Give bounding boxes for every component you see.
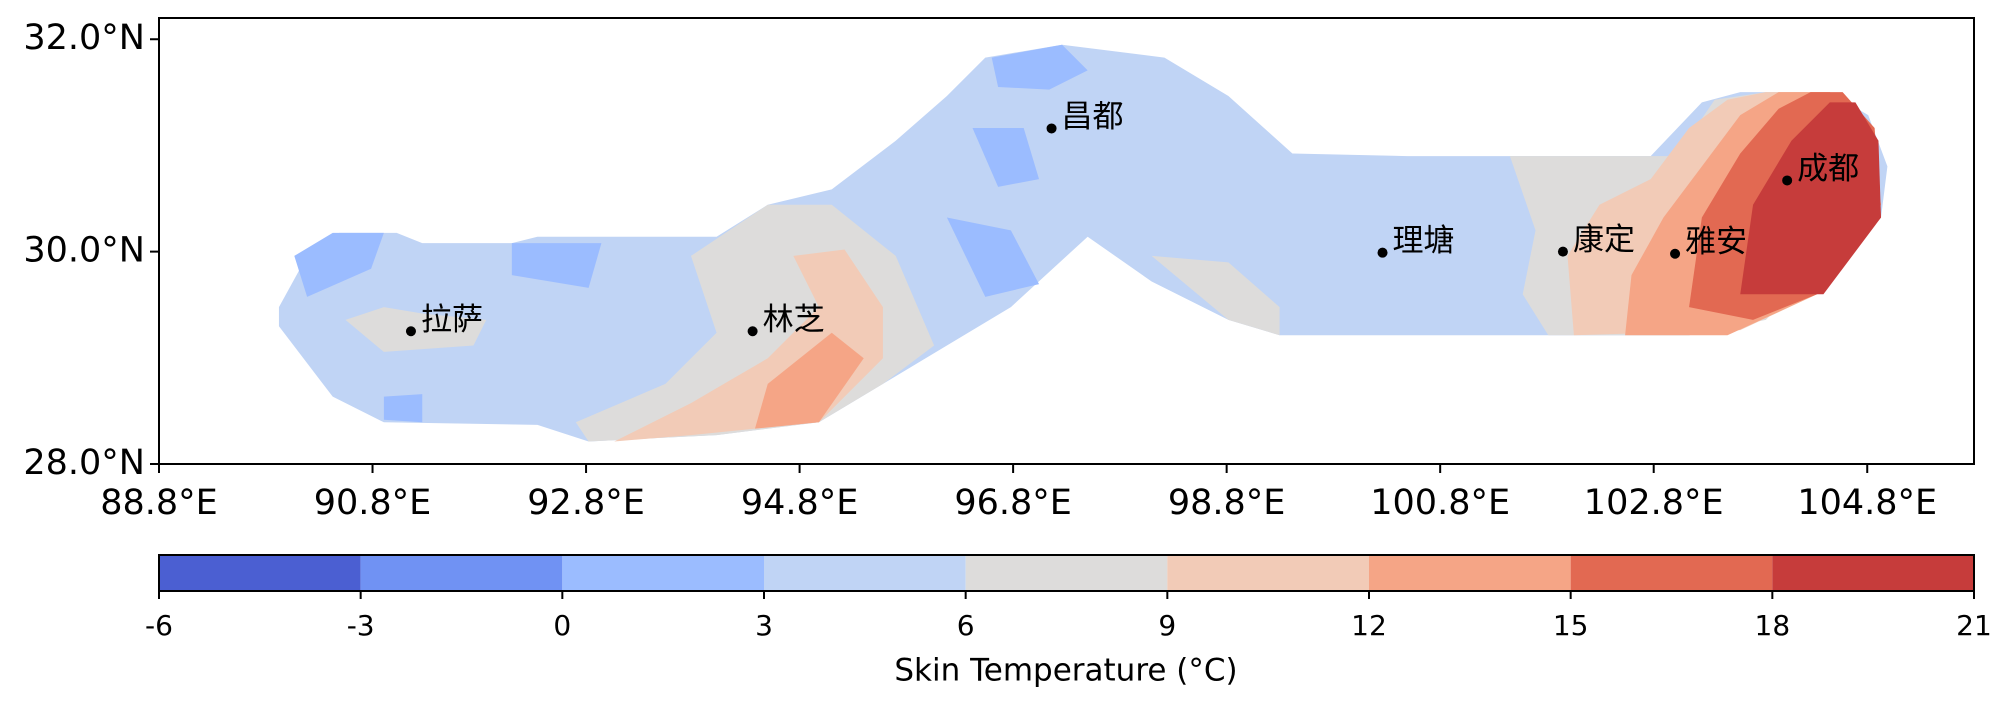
field-region — [278, 44, 1888, 442]
field-region — [511, 243, 602, 288]
field-region — [1151, 255, 1280, 336]
city-marker — [1782, 175, 1793, 186]
x-tick-label: 94.8°E — [741, 483, 859, 523]
colorbar-segment — [562, 555, 764, 591]
field-region — [345, 307, 487, 352]
city-label: 昌都 — [1062, 99, 1124, 135]
field-region — [991, 44, 1088, 90]
colorbar-tick-label: -3 — [347, 609, 375, 642]
field-region — [383, 394, 423, 423]
field-region — [946, 217, 1040, 297]
x-tick-label: 104.8°E — [1797, 483, 1937, 523]
x-tick-label: 98.8°E — [1168, 483, 1286, 523]
colorbar-tick-label: 6 — [957, 609, 975, 642]
colorbar-segment — [965, 555, 1168, 591]
city-label: 雅安 — [1685, 224, 1747, 260]
city-marker — [1557, 246, 1568, 257]
x-tick-label: 92.8°E — [527, 483, 645, 523]
colorbar-tick-label: 18 — [1755, 609, 1791, 642]
colorbar-segment — [1772, 555, 1974, 591]
field-region — [972, 127, 1040, 187]
city-label: 林芝 — [763, 302, 825, 338]
city-marker — [1377, 247, 1388, 258]
colorbar-tick-label: 0 — [553, 609, 571, 642]
colorbar-tick-label: 15 — [1553, 609, 1589, 642]
city-marker — [405, 326, 416, 337]
temperature-field — [278, 44, 1888, 442]
x-tick-label: 90.8°E — [314, 483, 432, 523]
y-tick-label: 28.0°N — [23, 443, 145, 483]
plot-frame — [158, 17, 1975, 465]
y-tick-label: 30.0°N — [23, 231, 145, 271]
colorbar-label: Skin Temperature (°C) — [894, 653, 1237, 689]
city-marker — [1046, 123, 1057, 134]
colorbar-tick-label: 21 — [1956, 609, 1992, 642]
colorbar-segment — [1369, 555, 1571, 591]
x-tick-label: 100.8°E — [1370, 483, 1510, 523]
colorbar-segment — [159, 555, 361, 591]
x-tick-label: 88.8°E — [100, 483, 218, 523]
field-region — [754, 332, 864, 429]
field-region — [1740, 102, 1882, 295]
city-marker — [747, 326, 758, 337]
colorbar-tick-label: 12 — [1351, 609, 1387, 642]
city-marker — [1670, 248, 1681, 259]
x-tick-label: 102.8°E — [1584, 483, 1724, 523]
city-label: 理塘 — [1393, 223, 1455, 259]
colorbar-segment — [1570, 555, 1773, 591]
colorbar-tick-label: -6 — [145, 609, 173, 642]
colorbar-frame — [158, 554, 1975, 592]
colorbar-tick-label: 9 — [1158, 609, 1176, 642]
colorbar-segment — [360, 555, 563, 591]
city-label: 成都 — [1797, 151, 1859, 187]
x-tick-label: 96.8°E — [954, 483, 1072, 523]
city-label: 康定 — [1573, 222, 1635, 258]
city-label: 拉萨 — [421, 302, 483, 338]
field-region — [294, 232, 384, 297]
colorbar-segment — [764, 555, 966, 591]
colorbar-segment — [1167, 555, 1369, 591]
colorbar-tick-label: 3 — [755, 609, 773, 642]
y-tick-label: 32.0°N — [23, 18, 145, 58]
